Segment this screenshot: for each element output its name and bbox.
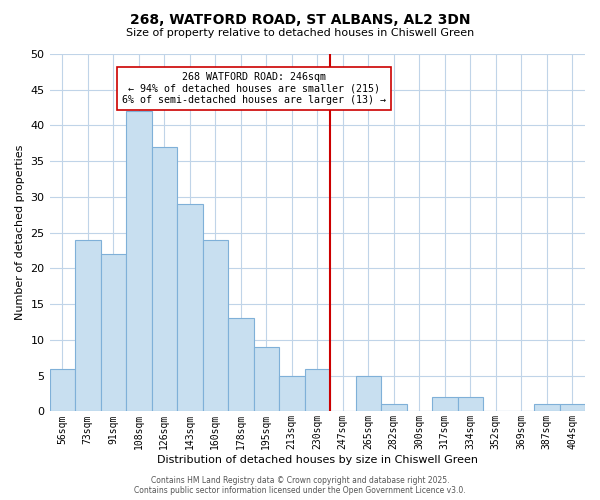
Bar: [534, 404, 560, 411]
Bar: [101, 254, 126, 412]
Bar: [560, 404, 585, 411]
Bar: [177, 204, 203, 412]
Text: 268 WATFORD ROAD: 246sqm
← 94% of detached houses are smaller (215)
6% of semi-d: 268 WATFORD ROAD: 246sqm ← 94% of detach…: [122, 72, 386, 105]
X-axis label: Distribution of detached houses by size in Chiswell Green: Distribution of detached houses by size …: [157, 455, 478, 465]
Bar: [356, 376, 381, 412]
Text: Contains HM Land Registry data © Crown copyright and database right 2025.
Contai: Contains HM Land Registry data © Crown c…: [134, 476, 466, 495]
Bar: [75, 240, 101, 412]
Bar: [458, 397, 483, 411]
Y-axis label: Number of detached properties: Number of detached properties: [15, 145, 25, 320]
Bar: [279, 376, 305, 412]
Bar: [305, 368, 330, 412]
Bar: [152, 147, 177, 411]
Text: 268, WATFORD ROAD, ST ALBANS, AL2 3DN: 268, WATFORD ROAD, ST ALBANS, AL2 3DN: [130, 12, 470, 26]
Bar: [50, 368, 75, 412]
Bar: [203, 240, 228, 412]
Bar: [381, 404, 407, 411]
Bar: [254, 347, 279, 412]
Bar: [432, 397, 458, 411]
Bar: [126, 111, 152, 412]
Text: Size of property relative to detached houses in Chiswell Green: Size of property relative to detached ho…: [126, 28, 474, 38]
Bar: [228, 318, 254, 412]
